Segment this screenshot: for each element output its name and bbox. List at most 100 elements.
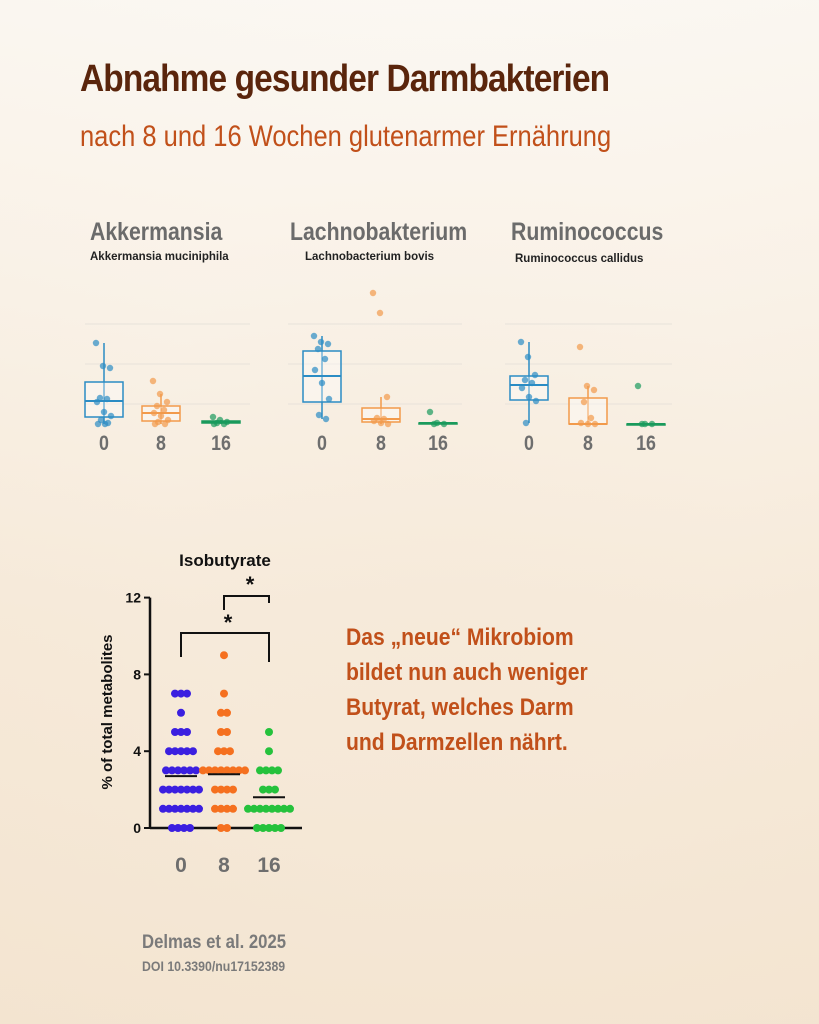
data-point xyxy=(92,339,100,347)
x-tick-label: 0 xyxy=(175,854,187,877)
data-point xyxy=(223,728,231,736)
data-point xyxy=(262,766,270,775)
data-point xyxy=(226,747,234,756)
data-point xyxy=(177,785,185,794)
data-point xyxy=(426,408,434,416)
data-point xyxy=(532,397,540,405)
note-line: Butyrat, welches Darm xyxy=(346,694,574,721)
x-tick-label: 8 xyxy=(218,854,230,877)
data-point xyxy=(638,420,646,428)
box xyxy=(568,397,608,425)
data-point xyxy=(376,309,384,317)
data-point xyxy=(370,417,378,425)
data-point xyxy=(177,728,185,736)
data-point xyxy=(189,747,197,756)
data-point xyxy=(229,804,237,813)
boxplot-ruminococcus xyxy=(505,323,672,428)
data-point xyxy=(318,379,326,387)
data-point xyxy=(106,364,114,372)
data-point xyxy=(262,804,270,813)
data-point xyxy=(101,420,109,428)
data-point xyxy=(168,766,176,775)
data-point xyxy=(220,689,228,698)
data-point xyxy=(159,785,167,794)
data-point xyxy=(223,804,231,813)
data-point xyxy=(192,766,200,775)
data-point xyxy=(161,420,169,428)
data-point xyxy=(377,419,385,427)
chart-subtitle-ruminococcus: Ruminococcus callidus xyxy=(515,253,644,265)
data-point xyxy=(211,785,219,794)
data-point xyxy=(517,338,525,346)
data-point xyxy=(583,382,591,390)
data-point xyxy=(183,804,191,813)
data-point xyxy=(174,766,182,775)
data-point xyxy=(531,371,539,379)
data-point xyxy=(100,408,108,416)
data-point xyxy=(209,413,217,421)
data-point xyxy=(271,785,279,794)
data-point xyxy=(271,824,279,832)
data-point xyxy=(217,785,225,794)
data-point xyxy=(210,420,218,428)
data-point xyxy=(577,419,585,427)
data-point xyxy=(217,708,225,717)
data-point xyxy=(315,411,323,419)
data-point xyxy=(199,766,207,775)
data-point xyxy=(280,804,288,813)
data-point xyxy=(163,398,171,406)
data-point xyxy=(150,409,158,417)
note-line: bildet nun auch weniger xyxy=(346,659,588,686)
data-point xyxy=(217,824,225,832)
data-point xyxy=(518,384,526,392)
data-point xyxy=(265,824,273,832)
data-point xyxy=(217,804,225,813)
chart-subtitle-lachnobakterium: Lachnobacterium bovis xyxy=(305,251,435,263)
data-point xyxy=(521,376,529,384)
data-point xyxy=(229,766,237,775)
data-point xyxy=(310,332,318,340)
y-tick-label: 4 xyxy=(133,743,141,759)
data-point xyxy=(107,412,115,420)
data-point xyxy=(177,747,185,756)
note-line: Das „neue“ Mikrobiom xyxy=(346,624,574,651)
data-point xyxy=(324,340,332,348)
chart-subtitle-akkermansia: Akkermansia muciniphila xyxy=(90,251,229,263)
data-point xyxy=(256,766,264,775)
x-tick-label: 0 xyxy=(99,432,109,455)
data-point xyxy=(317,338,325,346)
data-point xyxy=(177,708,185,717)
data-point xyxy=(580,398,588,406)
data-point xyxy=(229,785,237,794)
data-point xyxy=(171,689,179,698)
data-point xyxy=(440,420,448,428)
data-point xyxy=(195,804,203,813)
data-point xyxy=(214,747,222,756)
data-point xyxy=(430,420,438,428)
boxplot-lachnobakterium xyxy=(288,289,462,428)
y-tick-label: 8 xyxy=(133,666,141,682)
data-point xyxy=(268,804,276,813)
data-point xyxy=(189,785,197,794)
data-point xyxy=(162,766,170,775)
data-point xyxy=(286,804,294,813)
chart-title-ruminococcus: Ruminococcus xyxy=(511,218,664,246)
data-point xyxy=(220,420,228,428)
data-point xyxy=(311,366,319,374)
x-tick-label: 8 xyxy=(376,432,386,455)
page-title: Abnahme gesunder Darmbakterien xyxy=(80,58,610,100)
data-point xyxy=(165,747,173,756)
data-point xyxy=(223,708,231,717)
x-tick-label: 8 xyxy=(156,432,166,455)
data-point xyxy=(183,728,191,736)
x-tick-label: 16 xyxy=(257,854,280,877)
data-point xyxy=(186,824,194,832)
data-point xyxy=(223,766,231,775)
data-point xyxy=(183,689,191,698)
data-point xyxy=(244,804,252,813)
data-point xyxy=(259,824,267,832)
data-point xyxy=(183,747,191,756)
data-point xyxy=(93,398,101,406)
